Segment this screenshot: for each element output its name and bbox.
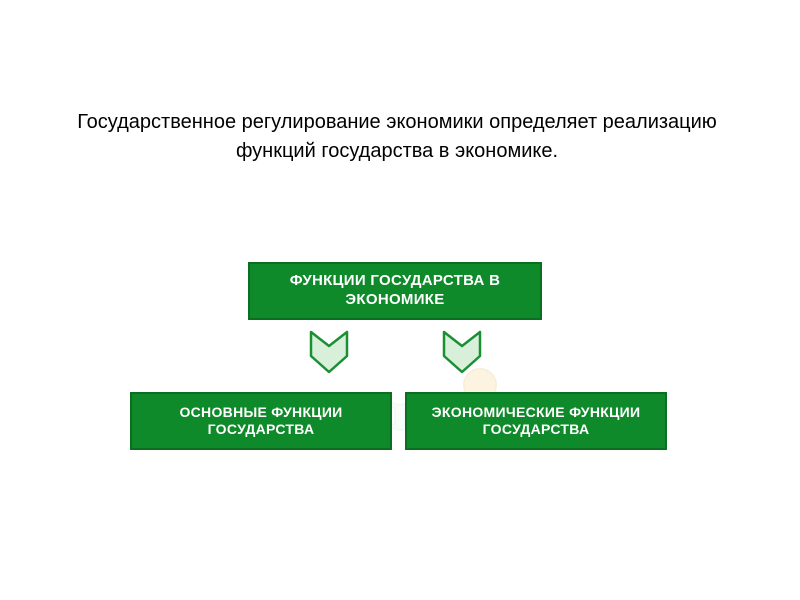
slide-heading: Государственное регулирование экономики …	[64, 108, 730, 166]
box-top-label: ФУНКЦИИ ГОСУДАРСТВА В ЭКОНОМИКЕ	[260, 272, 530, 310]
box-right-label: ЭКОНОМИЧЕСКИЕ ФУНКЦИИ ГОСУДАРСТВА	[417, 404, 655, 439]
chevron-down-icon	[438, 328, 486, 380]
box-left-main-functions: ОСНОВНЫЕ ФУНКЦИИ ГОСУДАРСТВА	[130, 392, 392, 450]
chevron-down-icon	[305, 328, 353, 380]
box-top-functions: ФУНКЦИИ ГОСУДАРСТВА В ЭКОНОМИКЕ	[248, 262, 542, 320]
box-left-label: ОСНОВНЫЕ ФУНКЦИИ ГОСУДАРСТВА	[142, 404, 380, 439]
box-right-economic-functions: ЭКОНОМИЧЕСКИЕ ФУНКЦИИ ГОСУДАРСТВА	[405, 392, 667, 450]
